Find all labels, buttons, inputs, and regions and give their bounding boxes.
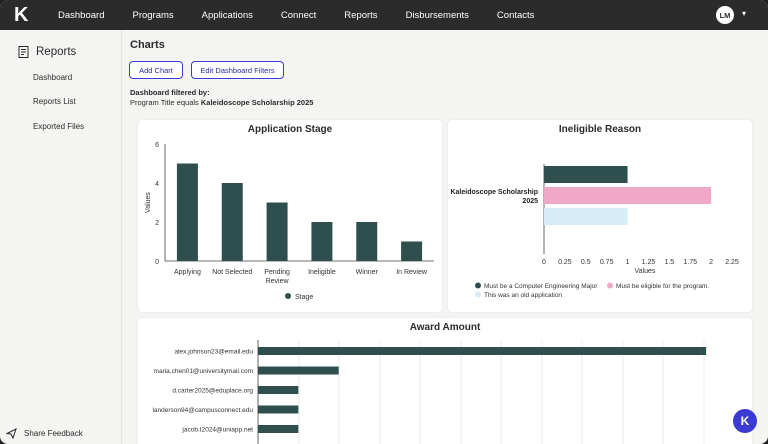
- legend-label: Must be eligible for the program.: [616, 283, 709, 290]
- chart-title: Application Stage: [247, 124, 333, 135]
- y-tick-label: 2: [155, 220, 159, 227]
- edit-filters-button[interactable]: Edit Dashboard Filters: [191, 61, 284, 79]
- legend-swatch: [475, 282, 481, 289]
- sidebar-item-exported-files[interactable]: Exported Files: [33, 122, 85, 131]
- x-tick-label: Applying: [174, 269, 201, 276]
- x-axis-label: Values: [635, 268, 656, 275]
- bar: [544, 166, 628, 183]
- add-chart-button[interactable]: Add Chart: [129, 61, 183, 79]
- legend-label: Must be a Computer Engineering Major: [484, 283, 598, 290]
- y-tick-label: maria.chen01@universitymail.com: [154, 368, 253, 375]
- y-tick-label: 4: [155, 181, 159, 188]
- bar: [266, 202, 288, 261]
- chart-title: Ineligible Reason: [558, 124, 642, 135]
- report-icon: [18, 46, 29, 58]
- bar: [176, 163, 198, 261]
- x-tick-label: 0: [542, 259, 546, 266]
- nav-reports[interactable]: Reports: [344, 9, 378, 21]
- filter-summary: Program Title equals Kaleidoscope Schola…: [130, 98, 313, 107]
- bar: [311, 222, 333, 261]
- x-tick-label: 1.25: [642, 259, 656, 266]
- y-tick-label: alex.johnson23@email.edu: [174, 349, 253, 356]
- bar: [221, 183, 243, 261]
- legend-swatch: [285, 293, 291, 299]
- award-amount-chart: alex.johnson23@email.edu maria.chen01@uni…: [152, 340, 707, 444]
- share-feedback-button[interactable]: Share Feedback: [6, 428, 83, 439]
- y-tick-label: d.carter2025@eduplace.org: [172, 388, 253, 395]
- x-tick-label: 2: [709, 259, 713, 266]
- x-tick-label: In Review: [396, 269, 428, 276]
- legend-swatch: [607, 282, 613, 289]
- sidebar-item-reports-list[interactable]: Reports List: [33, 97, 76, 106]
- y-tick-label: landerson94@campusconnect.edu: [152, 407, 253, 414]
- nav-disbursements[interactable]: Disbursements: [405, 9, 469, 21]
- app-logo[interactable]: K: [14, 4, 29, 26]
- application-stage-chart: 0 2 4 6 Values Applying Not Selected Pending Rev…: [145, 142, 434, 301]
- nav-connect[interactable]: Connect: [280, 9, 317, 21]
- chart-card-award-amount: Award Amount alex.johnson23@email.edu mar…: [138, 318, 752, 444]
- bar: [401, 241, 423, 261]
- x-tick-label: Not Selected: [212, 269, 252, 276]
- x-tick-label: 2.25: [725, 259, 739, 266]
- bar: [258, 366, 339, 375]
- bar: [258, 425, 299, 433]
- sidebar-title: Reports: [18, 46, 76, 58]
- legend-label: Stage: [295, 294, 313, 301]
- filter-heading: Dashboard filtered by:: [130, 88, 210, 97]
- bar: [544, 208, 628, 225]
- share-feedback-label: Share Feedback: [24, 429, 83, 438]
- bar: [544, 187, 712, 204]
- bar: [258, 386, 299, 394]
- x-tick-label: 1.5: [664, 259, 674, 266]
- bar: [258, 347, 707, 355]
- x-tick-label: Review: [266, 278, 290, 285]
- y-tick-label: jacob.t2024@uniapp.net: [181, 427, 253, 434]
- x-tick-label: 1.75: [683, 259, 697, 266]
- y-axis-label: Values: [145, 192, 152, 213]
- nav-dashboard[interactable]: Dashboard: [58, 9, 105, 21]
- x-tick-label: Pending: [264, 269, 290, 276]
- x-tick-label: Winner: [356, 269, 379, 276]
- bar: [258, 405, 299, 414]
- x-tick-label: 1: [626, 259, 630, 266]
- main-content: Charts Add Chart Edit Dashboard Filters …: [122, 30, 768, 444]
- help-chat-button[interactable]: K: [733, 409, 757, 433]
- legend-swatch: [475, 291, 481, 298]
- top-nav-bar: K Dashboard Programs Applications Connec…: [0, 0, 768, 30]
- nav-programs[interactable]: Programs: [132, 9, 174, 21]
- filter-prefix: Program Title equals: [130, 98, 199, 107]
- x-tick-label: 0.75: [600, 259, 614, 266]
- send-icon: [6, 428, 17, 439]
- bar: [356, 222, 378, 261]
- x-tick-label: Ineligible: [308, 269, 336, 276]
- chart-card-application-stage: Application Stage 0 2 4 6 Values Applying Not …: [138, 120, 442, 312]
- y-tick-label: 6: [155, 142, 159, 149]
- x-tick-label: 0.25: [558, 259, 572, 266]
- nav-applications[interactable]: Applications: [201, 9, 253, 21]
- ineligible-reason-chart: 0 0.25 0.5 0.75 1 1.25 1.5 1.75 2 2.25 Values Kalei…: [450, 164, 739, 299]
- y-tick-label: 2025: [522, 198, 538, 205]
- chart-card-ineligible-reason: Ineligible Reason 0 0.25 0.5 0.75 1 1.25 1.5 1.…: [448, 120, 752, 312]
- chart-title: Award Amount: [409, 322, 481, 333]
- page-title: Charts: [130, 39, 165, 51]
- y-tick-label: 0: [155, 259, 159, 266]
- sidebar: Reports Dashboard Reports List Exported …: [0, 30, 122, 444]
- main-nav: Dashboard Programs Applications Connect …: [48, 0, 552, 30]
- y-tick-label: Kaleidoscope Scholarship: [450, 189, 538, 196]
- chevron-down-icon[interactable]: ▾: [742, 9, 747, 18]
- nav-contacts[interactable]: Contacts: [496, 9, 535, 21]
- legend-label: This was an old application: [484, 292, 562, 299]
- user-avatar[interactable]: LM: [716, 6, 734, 24]
- sidebar-item-dashboard[interactable]: Dashboard: [33, 73, 73, 82]
- sidebar-title-label: Reports: [36, 46, 77, 58]
- x-tick-label: 0.5: [581, 259, 591, 266]
- filter-value: Kaleidoscope Scholarship 2025: [200, 98, 314, 107]
